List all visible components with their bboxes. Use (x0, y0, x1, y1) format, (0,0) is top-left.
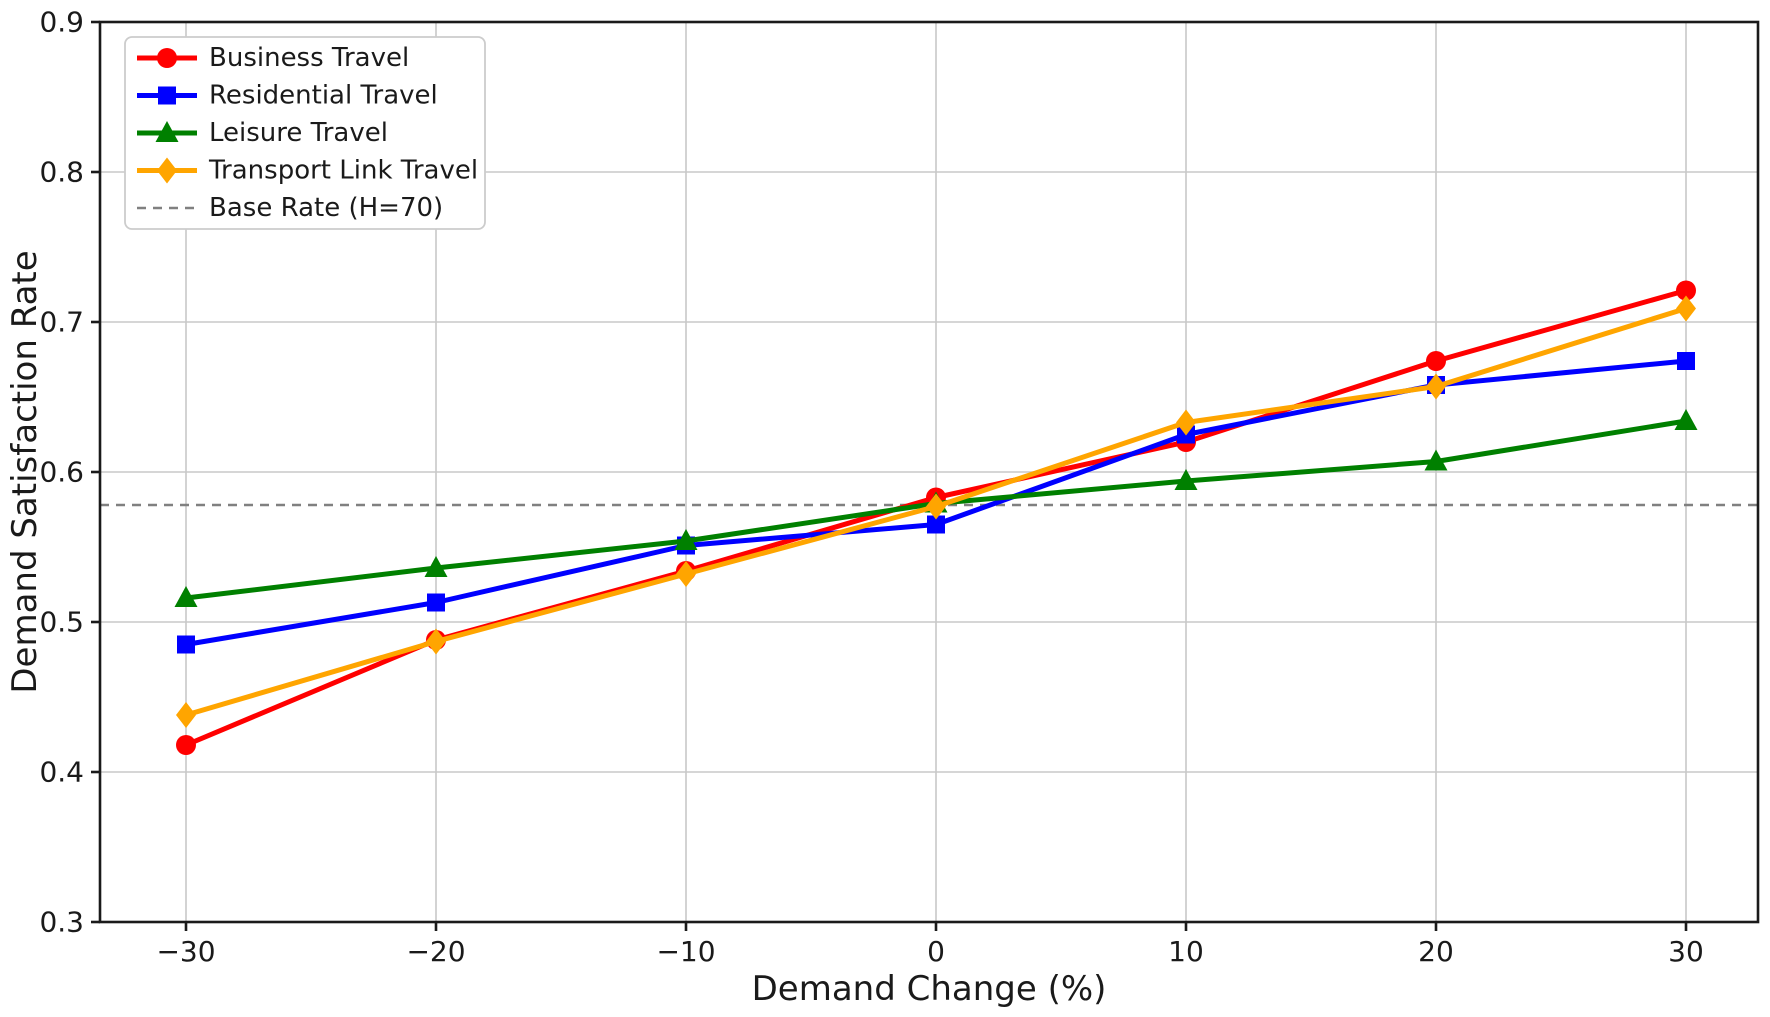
legend-item-residential-travel: Residential Travel (137, 81, 438, 111)
legend-label-residential-travel: Residential Travel (209, 81, 438, 111)
y-tick-label: 0.3 (39, 906, 84, 939)
legend-marker-leisure-travel (155, 121, 179, 142)
legend-marker-business-travel (157, 48, 177, 68)
x-tick-label: 0 (927, 935, 945, 968)
y-tick-label: 0.5 (39, 606, 84, 639)
marker-business-travel (1426, 351, 1446, 371)
legend-marker-transport-link-travel (157, 157, 177, 184)
legend-item-base-rate-h-70-: Base Rate (H=70) (137, 193, 443, 223)
marker-leisure-travel (1674, 409, 1698, 430)
x-tick-label: −20 (406, 935, 465, 968)
legend-label-leisure-travel: Leisure Travel (209, 118, 388, 148)
legend-box (124, 36, 486, 230)
legend-label-base-rate-h-70-: Base Rate (H=70) (209, 193, 443, 223)
marker-residential-travel (927, 515, 945, 534)
x-tick-label: −10 (656, 935, 715, 968)
y-tick-label: 0.8 (39, 156, 84, 189)
marker-leisure-travel (174, 586, 198, 607)
marker-transport-link-travel (926, 493, 946, 520)
legend-label-transport-link-travel: Transport Link Travel (208, 156, 478, 186)
legend-item-business-travel: Business Travel (137, 43, 409, 73)
x-tick-label: 20 (1418, 935, 1454, 968)
y-tick-label: 0.9 (39, 6, 84, 39)
x-tick-label: −30 (156, 935, 215, 968)
legend-item-leisure-travel: Leisure Travel (137, 118, 388, 148)
marker-residential-travel (177, 635, 195, 654)
marker-transport-link-travel (1426, 373, 1446, 400)
y-tick-label: 0.4 (39, 756, 84, 789)
marker-transport-link-travel (426, 628, 446, 655)
legend-label-business-travel: Business Travel (209, 43, 409, 73)
marker-residential-travel (427, 593, 445, 612)
marker-business-travel (176, 735, 196, 755)
marker-leisure-travel (1174, 469, 1198, 490)
marker-business-travel (1676, 280, 1696, 301)
x-axis-label: Demand Change (%) (752, 969, 1107, 1009)
x-tick-label: 30 (1668, 935, 1704, 968)
marker-leisure-travel (1424, 449, 1448, 471)
legend: Business Travel Residential Travel Leisure… (124, 36, 486, 230)
marker-transport-link-travel (176, 702, 196, 728)
series-layer (174, 280, 1698, 755)
legend-item-transport-link-travel: Transport Link Travel (137, 156, 478, 186)
marker-transport-link-travel (676, 561, 696, 587)
legend-marker-residential-travel (158, 86, 176, 105)
marker-leisure-travel (424, 556, 448, 577)
y-axis-label: Demand Satisfaction Rate (5, 250, 45, 693)
y-tick-label: 0.6 (39, 456, 84, 489)
marker-transport-link-travel (1176, 409, 1196, 436)
marker-residential-travel (1677, 352, 1695, 370)
marker-transport-link-travel (1676, 295, 1696, 322)
marker-leisure-travel (674, 529, 698, 550)
axes-layer: 0.3 0.4 0.5 0.6 0.7 0.8 0.9 −30 −20 −10 0 10 20 30 (39, 6, 1760, 968)
x-tick-label: 10 (1168, 935, 1204, 968)
y-tick-label: 0.7 (39, 306, 84, 339)
